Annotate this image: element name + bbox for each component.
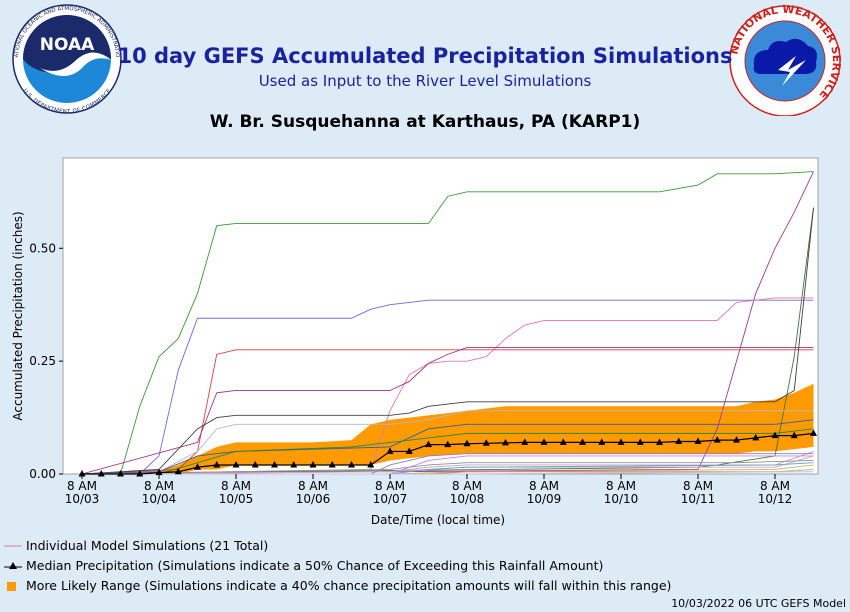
x-tick-label-date: 10/06 (296, 492, 331, 506)
median-marker (559, 438, 567, 445)
simulation-line-11 (82, 428, 814, 475)
individual-line-icon (4, 545, 22, 546)
median-marker (713, 436, 721, 443)
simulation-line-9 (81, 410, 814, 475)
median-marker (78, 470, 86, 477)
median-marker (598, 438, 606, 445)
median-marker (463, 439, 471, 447)
y-axis-label: Accumulated Precipitation (inches) (11, 211, 25, 420)
simulation-line-1 (82, 171, 814, 475)
median-marker (540, 438, 548, 445)
x-tick-label-date: 10/07 (373, 492, 408, 506)
median-marker (656, 438, 663, 445)
x-tick-label-date: 10/12 (758, 492, 793, 506)
median-marker (636, 438, 644, 445)
median-marker (482, 439, 490, 446)
range-swatch-icon (7, 581, 16, 591)
median-marker (290, 460, 298, 468)
x-tick-label-hour: 8 AM (298, 479, 328, 493)
x-tick-label-hour: 8 AM (529, 479, 559, 493)
legend-item-range: More Likely Range (Simulations indicate … (4, 578, 671, 593)
x-tick-label-date: 10/08 (450, 492, 485, 506)
likely-range-band (151, 383, 814, 474)
median-marker (251, 460, 259, 468)
median-marker (117, 470, 124, 477)
simulation-line-2 (81, 171, 814, 475)
median-marker (617, 438, 625, 445)
median-marker (271, 460, 278, 468)
median-marker (444, 440, 452, 448)
simulation-line-4 (82, 299, 814, 475)
median-marker (733, 436, 740, 443)
median-line-icon (4, 561, 22, 569)
median-marker (502, 438, 509, 446)
median-marker (97, 470, 105, 477)
legend-label: Individual Model Simulations (21 Total) (26, 538, 269, 553)
x-tick-label-hour: 8 AM (452, 479, 482, 493)
x-tick-label-date: 10/03 (65, 492, 100, 506)
chart-title: 10 day GEFS Accumulated Precipitation Si… (117, 44, 733, 68)
x-tick-label-hour: 8 AM (221, 479, 251, 493)
simulation-line-10 (81, 419, 814, 475)
chart-subtitle: Used as Input to the River Level Simulat… (258, 72, 592, 90)
median-marker (771, 431, 779, 439)
x-tick-label-hour: 8 AM (67, 479, 97, 493)
simulation-line-3 (81, 207, 814, 475)
x-tick-label-hour: 8 AM (760, 479, 790, 493)
y-tick-label: 0.50 (29, 241, 56, 255)
median-marker (155, 468, 163, 476)
x-tick-label-hour: 8 AM (144, 479, 174, 493)
simulation-line-8 (81, 207, 814, 475)
median-marker (213, 460, 221, 468)
noaa-logo: NOAA NATIONAL OCEANIC AND ATMOSPHERIC AD… (8, 4, 122, 114)
median-marker (675, 437, 683, 444)
median-marker (810, 429, 817, 436)
x-tick-label-date: 10/11 (681, 492, 716, 506)
x-tick-label-hour: 8 AM (606, 479, 636, 493)
x-tick-label-date: 10/04 (142, 492, 177, 506)
median-marker (752, 433, 760, 441)
noaa-logo-text: NOAA (40, 35, 95, 55)
x-tick-label-date: 10/09 (527, 492, 562, 506)
median-marker (348, 460, 355, 468)
median-marker (194, 463, 201, 470)
median-marker (309, 460, 317, 468)
legend-item-individual: Individual Model Simulations (21 Total) (4, 538, 268, 553)
median-marker (579, 438, 586, 445)
median-marker (328, 460, 336, 468)
x-tick-label-date: 10/10 (604, 492, 639, 506)
site-name: W. Br. Susquehanna at Karthaus, PA (KARP… (209, 112, 641, 132)
x-tick-label-hour: 8 AM (375, 479, 405, 493)
median-marker (521, 438, 529, 445)
y-tick-label: 0.25 (29, 354, 56, 368)
x-tick-label-hour: 8 AM (683, 479, 713, 493)
median-marker (367, 460, 375, 468)
median-marker (790, 431, 798, 439)
median-marker (232, 460, 240, 468)
median-marker (386, 447, 394, 454)
median-marker (174, 467, 182, 475)
median-marker (136, 470, 144, 477)
median-marker (405, 447, 413, 454)
legend-label: More Likely Range (Simulations indicate … (26, 578, 672, 593)
nws-logo: NATIONAL WEATHER SERVICE (727, 4, 843, 116)
simulation-line-7 (81, 347, 814, 475)
x-axis-label: Date/Time (local time) (371, 513, 505, 527)
legend-item-median: Median Precipitation (Simulations indica… (4, 558, 603, 573)
x-tick-label-date: 10/05 (219, 492, 254, 506)
median-marker (425, 440, 432, 448)
median-marker (694, 437, 702, 444)
legend-label: Median Precipitation (Simulations indica… (26, 558, 604, 573)
y-tick-label: 0.00 (29, 467, 56, 481)
simulation-line-16 (81, 460, 814, 475)
model-run-stamp: 10/03/2022 06 UTC GEFS Model (671, 597, 846, 610)
